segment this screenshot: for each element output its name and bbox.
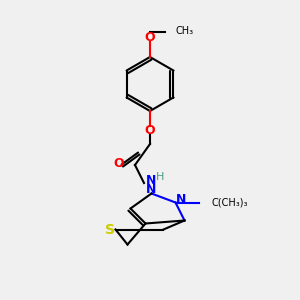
Text: N: N — [146, 182, 157, 196]
Text: H: H — [156, 172, 165, 182]
Text: S: S — [104, 223, 115, 236]
Text: C(CH₃)₃: C(CH₃)₃ — [212, 197, 248, 208]
Text: O: O — [145, 31, 155, 44]
Text: O: O — [113, 157, 124, 170]
Text: O: O — [145, 124, 155, 137]
Text: CH₃: CH₃ — [176, 26, 194, 37]
Text: N: N — [176, 193, 187, 206]
Text: N: N — [146, 173, 157, 187]
